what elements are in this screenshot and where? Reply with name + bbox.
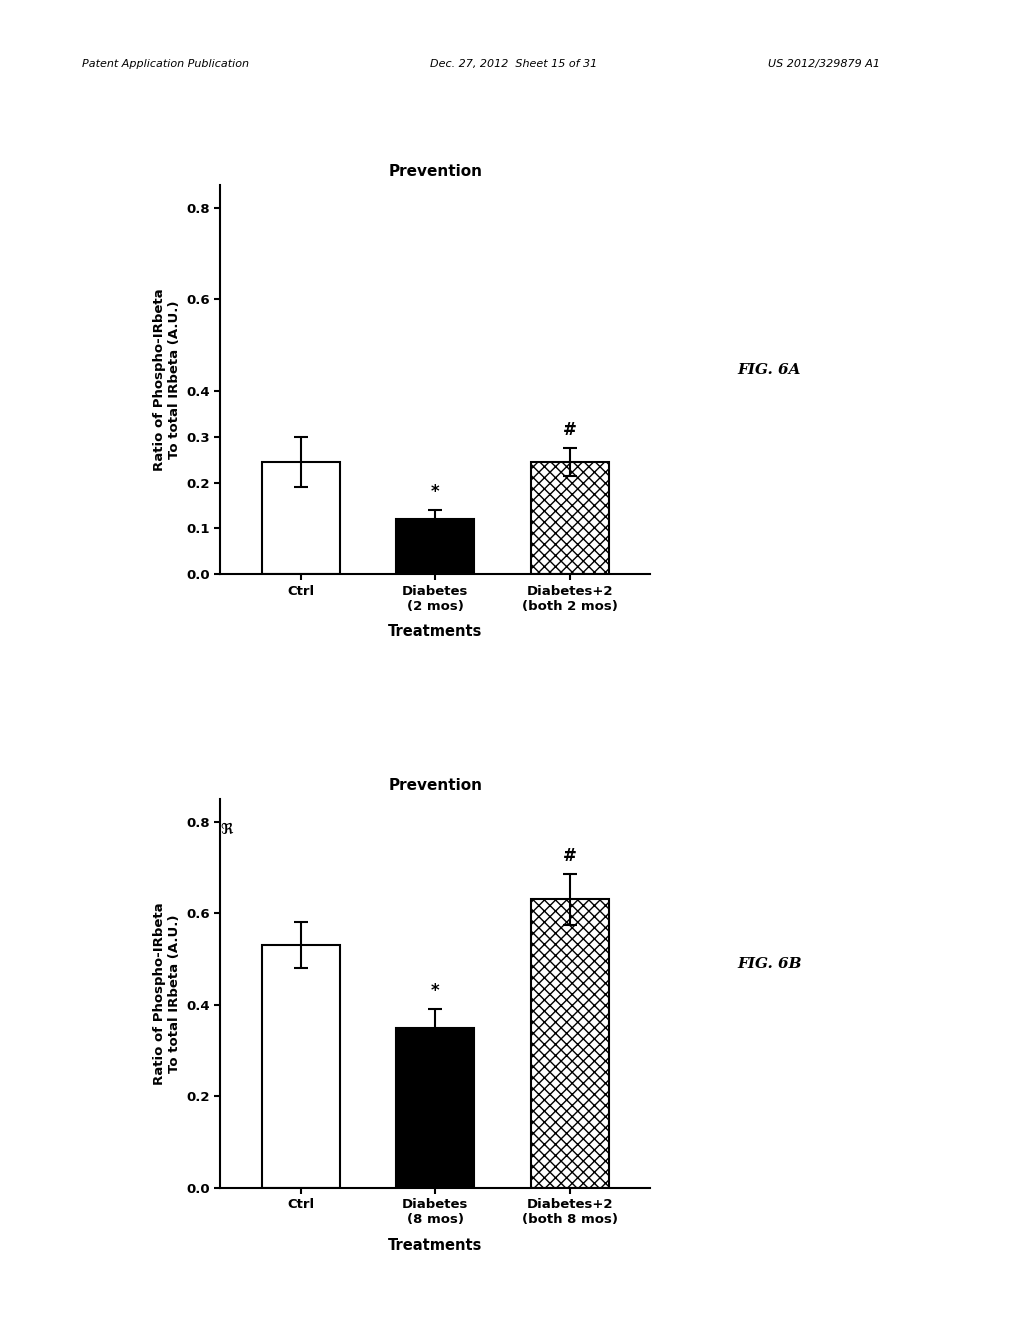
Y-axis label: Ratio of Phospho-IRbeta
To total IRbeta (A.U.): Ratio of Phospho-IRbeta To total IRbeta …: [153, 902, 180, 1085]
Text: FIG. 6A: FIG. 6A: [737, 363, 801, 376]
Text: FIG. 6B: FIG. 6B: [737, 957, 802, 970]
Bar: [262, 462, 340, 574]
Bar: [530, 462, 608, 574]
Title: Prevention: Prevention: [388, 165, 482, 180]
Y-axis label: Ratio of Phospho-IRbeta
To total IRbeta (A.U.): Ratio of Phospho-IRbeta To total IRbeta …: [153, 288, 180, 471]
X-axis label: Treatments: Treatments: [388, 1238, 482, 1253]
Bar: [262, 945, 340, 1188]
Bar: [396, 519, 474, 574]
Text: Patent Application Publication: Patent Application Publication: [82, 59, 249, 70]
Text: Dec. 27, 2012  Sheet 15 of 31: Dec. 27, 2012 Sheet 15 of 31: [430, 59, 597, 70]
Bar: [396, 1028, 474, 1188]
Text: *: *: [431, 982, 439, 1001]
X-axis label: Treatments: Treatments: [388, 624, 482, 639]
Text: US 2012/329879 A1: US 2012/329879 A1: [768, 59, 880, 70]
Text: ℜ: ℜ: [220, 822, 232, 837]
Text: #: #: [562, 421, 577, 440]
Text: #: #: [562, 847, 577, 865]
Title: Prevention: Prevention: [388, 779, 482, 793]
Bar: [530, 899, 608, 1188]
Text: *: *: [431, 483, 439, 500]
